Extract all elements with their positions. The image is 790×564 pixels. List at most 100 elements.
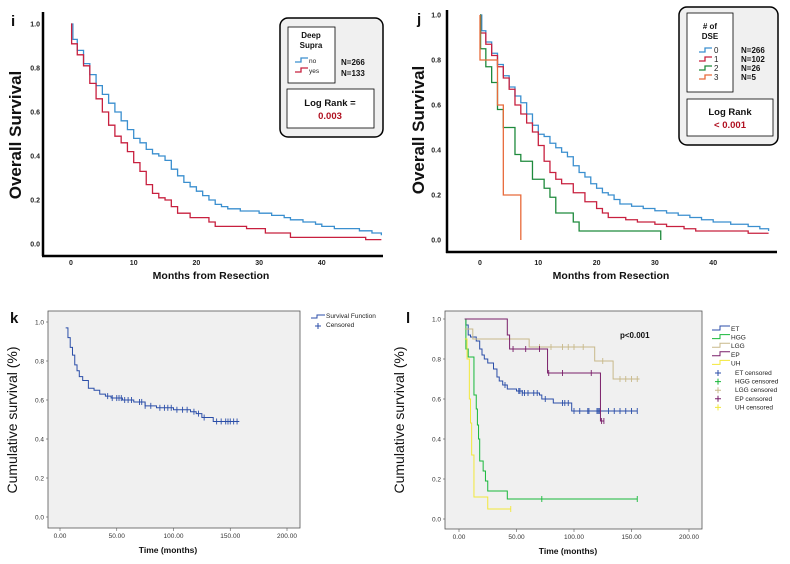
legend-label: HGG censored — [735, 379, 779, 386]
y-tick-label: 0.8 — [432, 357, 441, 364]
legend-label: Survival Function — [326, 313, 376, 320]
x-axis-title: Time (months) — [139, 545, 198, 555]
legend-swatch — [712, 351, 730, 357]
censored-icon — [715, 404, 721, 411]
x-tick-label: 50.00 — [508, 534, 525, 541]
legend-label: ET — [731, 326, 739, 333]
x-tick-label: 200.00 — [679, 534, 699, 541]
survival-curve-2 — [479, 14, 662, 240]
y-tick-label: 0.4 — [432, 437, 441, 444]
y-tick-label: 0.6 — [432, 397, 441, 404]
censored-icon — [715, 370, 721, 376]
legend-swatch — [699, 47, 712, 53]
x-axis-title: Time (months) — [539, 546, 598, 556]
survival-curve-hgg — [464, 318, 638, 500]
legend-n: N=266 — [341, 58, 365, 67]
y-tick-label: 0.2 — [431, 193, 441, 200]
y-tick-label: 0.2 — [30, 198, 40, 205]
x-tick-label: 0 — [478, 260, 482, 267]
legend-label: 0 — [714, 46, 719, 55]
y-axis-title: Cumulative survival (%) — [391, 346, 407, 493]
y-tick-label: 0.0 — [431, 238, 441, 245]
legend-title: DSE — [702, 32, 719, 41]
x-tick-label: 50.00 — [109, 533, 126, 540]
plot-area — [444, 310, 703, 530]
panel-label-k: k — [10, 310, 19, 327]
y-tick-label: 0.8 — [431, 58, 441, 65]
panel-j: j Overall Survival Months from Resection… — [409, 6, 779, 282]
survival-curve-yes — [70, 23, 382, 241]
legend-swatch — [699, 56, 712, 62]
censored-icon — [715, 387, 721, 394]
x-tick-label: 150.00 — [220, 533, 240, 540]
legend-label: no — [309, 58, 317, 65]
legend-label: 1 — [714, 55, 719, 64]
survival-curve-survival-function — [65, 327, 240, 422]
legend-swatch — [712, 325, 730, 331]
legend-label: EP censored — [735, 396, 772, 403]
y-tick-label: 0.0 — [35, 515, 44, 522]
x-tick-label: 10 — [534, 260, 542, 267]
survival-curve-uh — [464, 338, 511, 510]
y-axis-title: Overall Survival — [6, 71, 25, 200]
legend: Deep Supra no yes N=266 N=133 Log Rank =… — [279, 17, 384, 138]
y-tick-label: 1.0 — [30, 22, 40, 29]
legend-title: # of — [703, 22, 718, 31]
legend-n: N=133 — [341, 69, 365, 78]
legend-label: 2 — [714, 64, 719, 73]
censored-icon — [715, 395, 721, 402]
legend-label: yes — [309, 68, 320, 75]
legend-swatch — [712, 359, 730, 365]
legend-label: UH — [731, 360, 741, 367]
legend-label: EP — [731, 352, 740, 359]
log-rank-label: Log Rank = — [304, 98, 356, 109]
legend-swatch-no — [295, 57, 308, 63]
legend-n: N=266 — [741, 46, 765, 55]
legend-label: ET censored — [735, 370, 772, 377]
survival-curve-1 — [479, 14, 769, 234]
log-rank-value: < 0.001 — [714, 120, 747, 131]
legend-swatch-survival — [311, 314, 325, 319]
y-tick-label: 1.0 — [35, 320, 44, 327]
legend-label: LGG — [731, 343, 745, 350]
x-tick-label: 0.00 — [54, 533, 67, 540]
x-tick-label: 20 — [193, 260, 201, 267]
x-tick-label: 30 — [651, 260, 659, 267]
censored-icon — [315, 323, 321, 329]
panel-label-i: i — [11, 13, 15, 30]
panel-label-j: j — [416, 11, 421, 28]
legend-label: UH censored — [735, 404, 773, 411]
y-tick-label: 0.4 — [30, 154, 40, 161]
x-tick-label: 0 — [69, 260, 73, 267]
y-tick-label: 0.8 — [30, 66, 40, 73]
survival-curve-no — [71, 23, 383, 236]
x-tick-label: 10 — [130, 260, 138, 267]
x-tick-label: 0.00 — [453, 534, 466, 541]
y-tick-label: 0.4 — [35, 437, 44, 444]
legend-label: 3 — [714, 73, 719, 82]
legend-n: N=102 — [741, 55, 765, 64]
y-tick-label: 0.2 — [432, 477, 441, 484]
x-axis-title: Months from Resection — [553, 270, 670, 282]
legend-swatch — [699, 65, 712, 71]
y-axis-title: Cumulative survival (%) — [4, 346, 20, 493]
legend-swatch-yes — [295, 67, 308, 73]
y-tick-label: 0.2 — [35, 476, 44, 483]
y-tick-label: 0.6 — [35, 398, 44, 405]
legend-swatch — [712, 342, 730, 348]
plot-area — [47, 310, 301, 529]
legend-n: N=5 — [741, 73, 756, 82]
legend-label: LGG censored — [735, 387, 778, 394]
survival-curve-3 — [479, 15, 522, 240]
y-tick-label: 0.6 — [431, 103, 441, 110]
y-tick-label: 0.8 — [35, 359, 44, 366]
y-tick-label: 1.0 — [431, 13, 441, 20]
panel-k: k Cumulative survival (%) Time (months) … — [4, 310, 376, 555]
y-tick-label: 0.0 — [30, 242, 40, 249]
x-tick-label: 40 — [709, 260, 717, 267]
x-tick-label: 40 — [318, 260, 326, 267]
legend-label: HGG — [731, 335, 746, 342]
